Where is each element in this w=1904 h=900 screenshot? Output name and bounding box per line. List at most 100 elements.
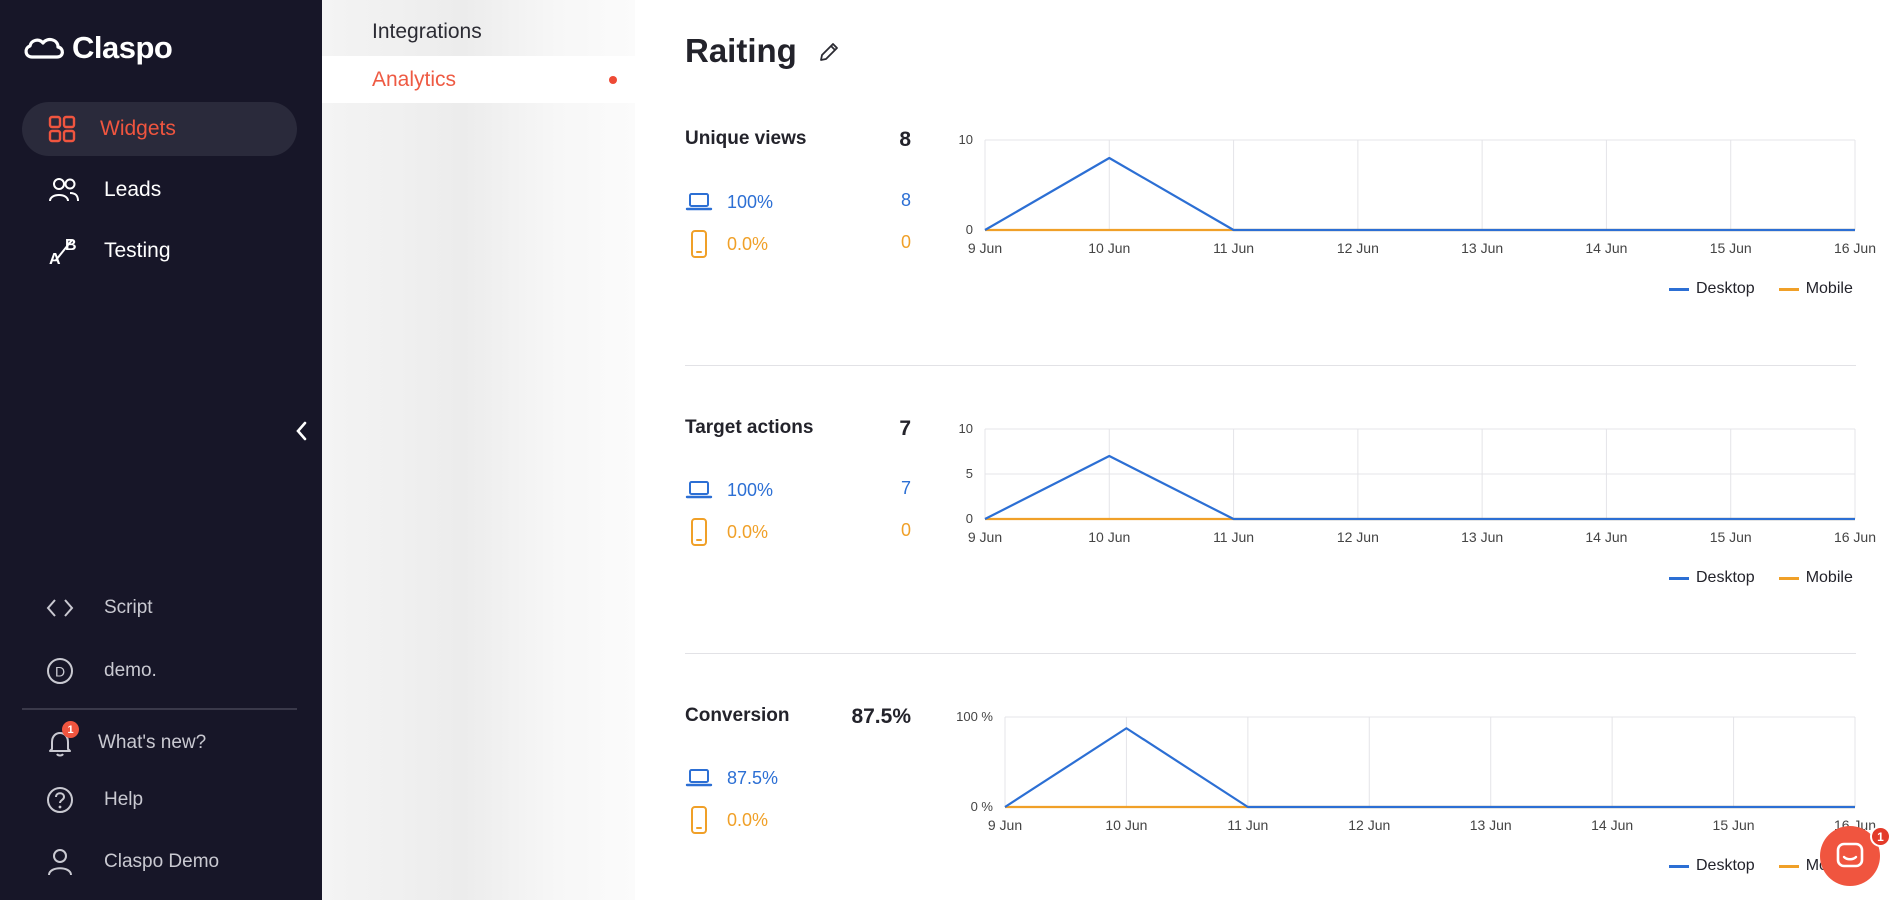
nav-testing[interactable]: A B Testing [22, 224, 297, 278]
mobile-percent: 0.0% [727, 233, 769, 254]
desktop-percent: 100% [727, 479, 774, 500]
submenu-analytics[interactable]: Analytics [322, 56, 635, 103]
series-line-desktop [1004, 727, 1855, 809]
site-d-icon: D [47, 658, 73, 684]
x-tick-label: 14 Jun [1585, 240, 1627, 256]
x-tick-label: 9 Jun [968, 529, 1002, 545]
x-tick-label: 10 Jun [1088, 240, 1130, 256]
edit-title-button[interactable] [817, 40, 841, 69]
legend-mobile[interactable]: Mobile [1778, 569, 1853, 587]
script-link[interactable]: Script [46, 596, 153, 620]
x-tick-label: 13 Jun [1461, 529, 1503, 545]
code-icon [46, 599, 74, 617]
x-tick-label: 9 Jun [988, 817, 1022, 833]
x-tick-label: 12 Jun [1348, 817, 1390, 833]
sidebar: Claspo Widgets Leads A B Testing [0, 0, 322, 900]
y-tick-label: 0 [966, 222, 973, 237]
legend-desktop-label: Desktop [1696, 280, 1755, 297]
x-tick-label: 15 Jun [1710, 529, 1752, 545]
chat-unread-badge: 1 [1870, 826, 1891, 847]
mobile-phone-icon [691, 806, 707, 834]
submenu-integrations-label: Integrations [372, 19, 482, 43]
y-tick-label: 0 [966, 511, 973, 526]
section-title: Conversion [685, 705, 790, 726]
collapse-sidebar-button[interactable] [294, 420, 308, 447]
x-tick-label: 12 Jun [1337, 240, 1379, 256]
desktop-row: 100% [685, 478, 773, 502]
submenu-analytics-label: Analytics [372, 67, 457, 91]
desktop-value: 8 [900, 190, 911, 210]
mobile-value: 0 [900, 232, 911, 252]
desktop-percent: 87.5% [727, 767, 779, 788]
nav-widgets-label: Widgets [100, 117, 176, 140]
legend-mobile-label: Mobile [1805, 280, 1853, 297]
sidebar-divider [22, 708, 297, 710]
users-icon [49, 178, 79, 202]
chart-legend: Desktop Mobile [1645, 569, 1853, 587]
section-total: 87.5% [851, 705, 911, 728]
grid-icon [48, 115, 76, 143]
section-divider [685, 653, 1856, 654]
x-tick-label: 13 Jun [1461, 240, 1503, 256]
legend-mobile[interactable]: Mobile [1778, 280, 1853, 298]
target-actions-section: Target actions 7 100% 7 0.0% 0 Desktop M… [685, 417, 1856, 707]
legend-desktop[interactable]: Desktop [1669, 857, 1755, 875]
nav-widgets[interactable]: Widgets [22, 102, 297, 156]
chat-icon [1836, 842, 1864, 868]
section-divider [685, 365, 1856, 366]
laptop-icon [685, 193, 713, 211]
y-tick-label: 10 [959, 132, 973, 147]
x-tick-label: 14 Jun [1591, 817, 1633, 833]
claspo-logo[interactable]: Claspo [22, 30, 173, 66]
script-label: Script [104, 597, 153, 618]
series-line-desktop [984, 156, 1855, 232]
laptop-icon [685, 481, 713, 499]
nav-testing-label: Testing [104, 239, 171, 262]
laptop-icon [685, 769, 713, 787]
submenu-integrations[interactable]: Integrations [322, 8, 635, 55]
user-icon [48, 849, 72, 876]
site-selector[interactable]: D demo. [46, 657, 157, 685]
y-tick-label: 5 [966, 466, 973, 481]
unique-views-chart: 0 10 9 Jun 10 Jun 11 Jun 12 Jun 13 Jun 14 Jun 15… [959, 132, 1876, 256]
site-name: demo. [104, 660, 157, 681]
brand-name: Claspo [72, 30, 173, 65]
help-label: Help [104, 789, 144, 810]
svg-text:B: B [65, 237, 77, 254]
legend-desktop[interactable]: Desktop [1669, 280, 1755, 298]
section-title: Target actions [685, 417, 814, 438]
legend-desktop-label: Desktop [1696, 857, 1755, 874]
svg-text:A: A [49, 251, 61, 266]
widget-submenu: Integrations Analytics [322, 0, 635, 900]
section-total: 8 [899, 128, 911, 151]
mobile-row: 0.0% [685, 229, 768, 259]
desktop-row: 87.5% [685, 766, 778, 790]
cloud-logo-icon [24, 37, 64, 59]
unique-views-section: Unique views 8 100% 8 0.0% 0 Desktop Mob… [685, 128, 1856, 418]
ab-test-icon: A B [49, 237, 77, 266]
page-title: Raiting [685, 32, 797, 69]
mobile-phone-icon [691, 230, 707, 258]
desktop-percent: 100% [727, 191, 774, 212]
section-title: Unique views [685, 128, 807, 149]
y-tick-label: 0 % [971, 799, 994, 814]
mobile-row: 0.0% [685, 517, 768, 547]
user-profile[interactable]: Claspo Demo [46, 847, 219, 877]
conversion-chart: 0 % 100 % 9 Jun 10 Jun 11 Jun 12 Jun 13 Jun 14 … [956, 709, 1876, 833]
help-circle-icon [47, 787, 73, 813]
help-link[interactable]: Help [46, 786, 143, 814]
legend-desktop[interactable]: Desktop [1669, 569, 1755, 587]
x-tick-label: 10 Jun [1088, 529, 1130, 545]
mobile-row: 0.0% [685, 805, 768, 835]
mobile-phone-icon [691, 518, 707, 546]
x-tick-label: 15 Jun [1710, 240, 1752, 256]
chevron-left-icon [296, 421, 307, 441]
x-tick-label: 12 Jun [1337, 529, 1379, 545]
legend-desktop-label: Desktop [1696, 569, 1755, 586]
active-indicator-dot [609, 76, 617, 84]
mobile-value: 0 [900, 520, 911, 540]
whats-new-link[interactable]: 1 What's new? [46, 721, 206, 757]
mobile-percent: 0.0% [727, 809, 769, 830]
nav-leads[interactable]: Leads [22, 163, 297, 217]
main-content: Raiting Unique views 8 100% 8 0.0% 0 Des… [635, 0, 1904, 900]
